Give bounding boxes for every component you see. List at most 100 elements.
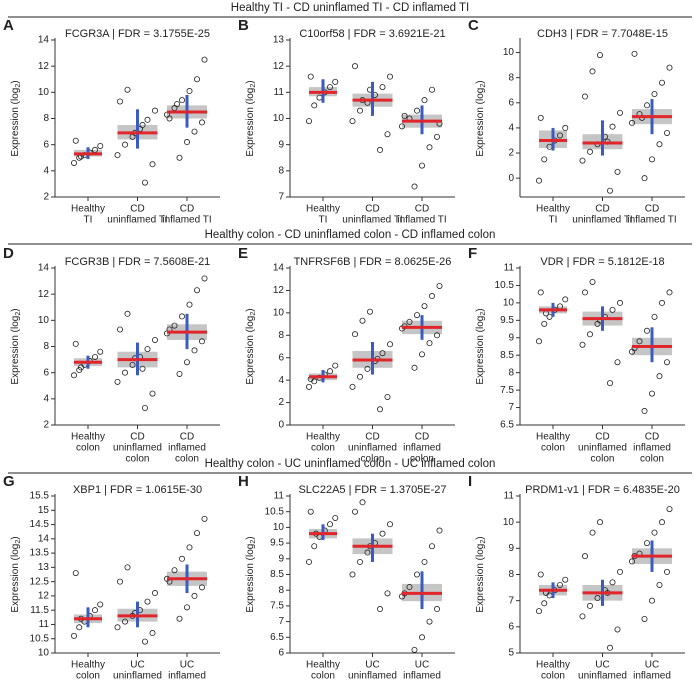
data-point bbox=[562, 124, 569, 131]
y-tick-label: 6 bbox=[43, 139, 49, 150]
data-point bbox=[659, 519, 666, 526]
x-tick-label: colon bbox=[410, 454, 434, 465]
data-point bbox=[656, 581, 663, 588]
data-point bbox=[364, 549, 371, 556]
y-label-part: Expression (log bbox=[475, 88, 486, 157]
y-tick-label: 10.5 bbox=[265, 506, 285, 517]
data-point bbox=[428, 543, 435, 550]
data-point bbox=[666, 289, 673, 296]
x-tick-label: Healthy bbox=[536, 660, 570, 671]
data-point bbox=[198, 338, 205, 345]
data-point bbox=[144, 346, 151, 353]
data-point bbox=[398, 123, 405, 130]
data-point bbox=[421, 558, 428, 565]
y-label-part: ) bbox=[245, 536, 256, 539]
data-point bbox=[589, 278, 596, 285]
y-tick-label: 6.5 bbox=[500, 420, 514, 431]
data-point bbox=[664, 568, 671, 575]
y-tick-label: 0 bbox=[278, 420, 284, 431]
data-point bbox=[537, 114, 544, 121]
y-tick-label: 4 bbox=[508, 123, 514, 134]
y-tick-label: 11 bbox=[39, 619, 50, 630]
x-tick-label: inflamed bbox=[403, 671, 441, 681]
y-tick-label: 8 bbox=[508, 569, 514, 580]
y-tick-label: 14 bbox=[38, 35, 50, 46]
data-point bbox=[386, 73, 393, 80]
x-tick-label: CD bbox=[365, 432, 379, 443]
data-point bbox=[418, 351, 425, 358]
data-point bbox=[178, 97, 185, 104]
data-point bbox=[349, 383, 356, 390]
x-tick-label: Healthy bbox=[536, 432, 570, 443]
panel-title: TNFRSF6B | FDR = 8.0625E-26 bbox=[294, 256, 452, 268]
data-point bbox=[384, 393, 391, 400]
data-point bbox=[305, 118, 312, 125]
data-point bbox=[198, 119, 205, 126]
data-point bbox=[122, 369, 129, 376]
panel-title: FCGR3B | FDR = 7.5608E-21 bbox=[65, 256, 211, 268]
x-tick-label: colon bbox=[76, 443, 100, 454]
data-point bbox=[401, 112, 408, 119]
data-point bbox=[644, 540, 651, 547]
data-point bbox=[97, 348, 104, 355]
x-tick-label: uninflamed TI bbox=[342, 215, 402, 226]
data-point bbox=[644, 102, 651, 109]
y-tick-label: 9 bbox=[278, 139, 284, 150]
panel-title: PRDM1-v1 | FDR = 6.4835E-20 bbox=[525, 484, 680, 496]
y-tick-label: 9.5 bbox=[500, 315, 514, 326]
panel-title: XBP1 | FDR = 1.0615E-30 bbox=[73, 484, 202, 496]
data-point bbox=[406, 318, 413, 325]
y-tick-label: 15 bbox=[38, 505, 50, 516]
data-point bbox=[114, 378, 121, 385]
data-point bbox=[664, 129, 671, 136]
panel-letter: B bbox=[238, 17, 249, 34]
data-point bbox=[359, 317, 366, 324]
y-tick-label: 12 bbox=[273, 61, 285, 72]
y-tick-label: 7 bbox=[278, 192, 284, 203]
data-point bbox=[326, 521, 333, 528]
data-point bbox=[173, 101, 180, 108]
data-point bbox=[649, 390, 656, 397]
data-point bbox=[171, 567, 178, 574]
data-point bbox=[376, 146, 383, 153]
x-tick-label: uninflamed TI bbox=[107, 215, 167, 226]
y-tick-label: 14 bbox=[273, 263, 285, 274]
data-point bbox=[97, 601, 104, 608]
data-point bbox=[641, 175, 648, 182]
data-point bbox=[629, 558, 636, 565]
data-point bbox=[579, 613, 586, 620]
x-tick-label: Healthy bbox=[306, 660, 340, 671]
data-point bbox=[114, 624, 121, 631]
y-axis-label: Expression (log2) bbox=[245, 308, 258, 384]
data-point bbox=[406, 584, 413, 591]
y-label-part: ) bbox=[10, 536, 21, 539]
data-point bbox=[122, 618, 129, 625]
y-tick-label: 10 bbox=[273, 113, 285, 124]
data-point bbox=[413, 312, 420, 319]
y-label-part: Expression (log bbox=[10, 316, 21, 385]
panel-title: CDH3 | FDR = 7.7048E-15 bbox=[537, 28, 668, 40]
data-point bbox=[332, 362, 339, 369]
x-tick-label: uninflamed bbox=[578, 671, 627, 681]
y-label-part: 2 bbox=[15, 312, 22, 316]
x-tick-label: Healthy bbox=[306, 432, 340, 443]
data-point bbox=[193, 287, 200, 294]
data-point bbox=[664, 359, 671, 366]
data-point bbox=[536, 338, 543, 345]
panel-title: VDR | FDR = 5.1812E-18 bbox=[540, 256, 664, 268]
y-tick-label: 13 bbox=[273, 35, 285, 46]
y-tick-label: 11 bbox=[274, 491, 285, 502]
y-tick-label: 10 bbox=[503, 517, 515, 528]
data-point bbox=[332, 78, 339, 85]
data-point bbox=[201, 515, 208, 522]
data-point bbox=[614, 168, 621, 175]
x-tick-label: inflamed TI bbox=[162, 215, 211, 226]
y-tick-label: 10 bbox=[38, 87, 50, 98]
data-point bbox=[386, 521, 393, 528]
y-tick-label: 11.5 bbox=[30, 605, 49, 616]
panel-letter: H bbox=[238, 473, 249, 490]
y-tick-label: 12.5 bbox=[30, 576, 50, 587]
y-tick-label: 10 bbox=[273, 307, 285, 318]
data-point bbox=[376, 406, 383, 413]
y-label-part: ) bbox=[475, 536, 486, 539]
